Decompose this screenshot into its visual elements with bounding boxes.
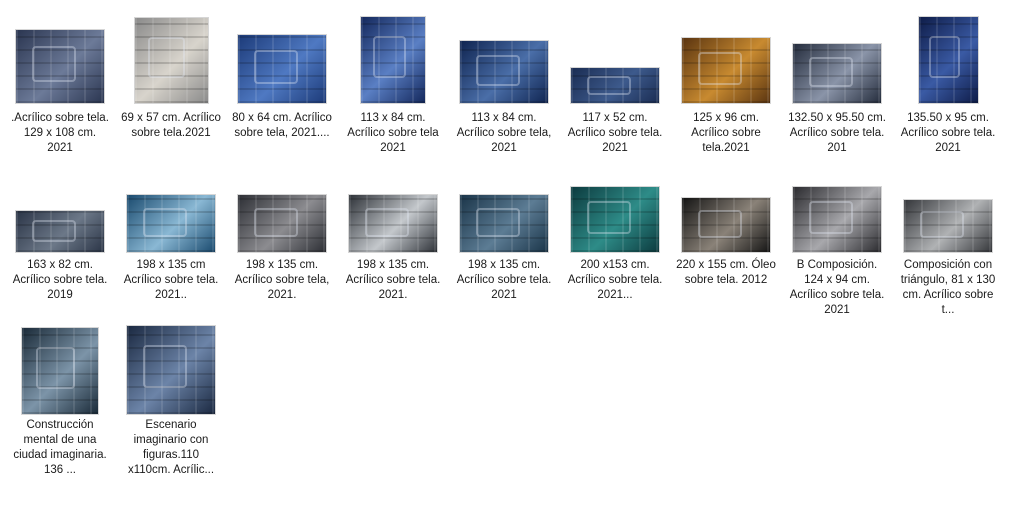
file-name-label: 198 x 135 cm Acrílico sobre tela. 2021.. bbox=[123, 259, 219, 301]
file-name-label: .Acrílico sobre tela. 129 x 108 cm. 2021 bbox=[11, 112, 109, 154]
file-name-label: 198 x 135 cm. Acrílico sobre tela. 2021 bbox=[456, 259, 552, 301]
painting-thumbnail-icon bbox=[459, 40, 549, 104]
painting-thumbnail-icon bbox=[792, 43, 882, 104]
file-name-label: Construcción mental de una ciudad imagin… bbox=[13, 419, 107, 476]
file-item[interactable]: Escenario imaginario con figuras.110 x11… bbox=[125, 322, 217, 476]
file-name-label: 125 x 96 cm. Acrílico sobre tela.2021 bbox=[691, 112, 761, 154]
file-name-label: 200 x153 cm. Acrílico sobre tela. 2021..… bbox=[567, 259, 663, 301]
painting-thumbnail-icon bbox=[360, 16, 426, 104]
file-item[interactable]: 113 x 84 cm. Acrílico sobre tela, 2021 bbox=[457, 12, 551, 162]
file-name-label: 113 x 84 cm. Acrílico sobre tela, 2021 bbox=[456, 112, 552, 154]
painting-thumbnail-icon bbox=[681, 37, 771, 104]
painting-thumbnail-icon bbox=[570, 186, 660, 253]
file-item[interactable]: .Acrílico sobre tela. 129 x 108 cm. 2021 bbox=[11, 12, 109, 162]
file-item[interactable]: 198 x 135 cm. Acrílico sobre tela. 2021 bbox=[457, 162, 551, 312]
file-item[interactable]: 135.50 x 95 cm. Acrílico sobre tela. 202… bbox=[901, 12, 995, 162]
file-item[interactable]: 69 x 57 cm. Acrílico sobre tela.2021 bbox=[121, 12, 221, 162]
file-item[interactable]: 117 x 52 cm. Acrílico sobre tela. 2021 bbox=[568, 12, 662, 162]
painting-thumbnail-icon bbox=[459, 194, 549, 253]
painting-thumbnail-icon bbox=[15, 29, 105, 104]
file-item[interactable]: 220 x 155 cm. Óleo sobre tela. 2012 bbox=[676, 162, 776, 312]
file-name-label: 163 x 82 cm. Acrílico sobre tela. 2019 bbox=[12, 259, 108, 301]
file-name-label: 117 x 52 cm. Acrílico sobre tela. 2021 bbox=[567, 112, 663, 154]
painting-thumbnail-icon bbox=[903, 199, 993, 253]
painting-thumbnail-icon bbox=[133, 17, 209, 104]
file-item[interactable]: B Composición. 124 x 94 cm. Acrílico sob… bbox=[790, 162, 884, 316]
painting-thumbnail-icon bbox=[348, 194, 438, 253]
file-name-label: 80 x 64 cm. Acrílico sobre tela, 2021...… bbox=[232, 112, 332, 139]
painting-thumbnail-icon bbox=[570, 67, 660, 104]
painting-thumbnail-icon bbox=[917, 16, 979, 104]
file-item[interactable]: 198 x 135 cm. Acrílico sobre tela, 2021. bbox=[235, 162, 329, 312]
file-name-label: Escenario imaginario con figuras.110 x11… bbox=[127, 419, 215, 476]
file-name-label: B Composición. 124 x 94 cm. Acrílico sob… bbox=[789, 259, 885, 316]
file-item[interactable]: Composición con triángulo, 81 x 130 cm. … bbox=[901, 162, 995, 316]
file-item[interactable]: 125 x 96 cm. Acrílico sobre tela.2021 bbox=[680, 12, 772, 162]
file-item[interactable]: 200 x153 cm. Acrílico sobre tela. 2021..… bbox=[568, 162, 662, 312]
file-item[interactable]: 198 x 135 cm. Acrílico sobre tela. 2021. bbox=[346, 162, 440, 312]
painting-thumbnail-icon bbox=[681, 197, 771, 253]
painting-thumbnail-icon bbox=[792, 186, 882, 253]
file-item[interactable]: Construcción mental de una ciudad imagin… bbox=[13, 322, 107, 476]
painting-thumbnail-icon bbox=[15, 210, 105, 253]
painting-thumbnail-icon bbox=[21, 327, 99, 415]
file-name-label: 132.50 x 95.50 cm. Acrílico sobre tela. … bbox=[788, 112, 886, 154]
file-item[interactable]: 80 x 64 cm. Acrílico sobre tela, 2021...… bbox=[232, 12, 332, 162]
file-name-label: 198 x 135 cm. Acrílico sobre tela, 2021. bbox=[234, 259, 330, 301]
painting-thumbnail-icon bbox=[237, 194, 327, 253]
file-name-label: 69 x 57 cm. Acrílico sobre tela.2021 bbox=[121, 112, 221, 139]
file-name-label: 220 x 155 cm. Óleo sobre tela. 2012 bbox=[676, 259, 776, 286]
painting-thumbnail-icon bbox=[237, 34, 327, 104]
file-name-label: 198 x 135 cm. Acrílico sobre tela. 2021. bbox=[345, 259, 441, 301]
painting-thumbnail-icon bbox=[126, 194, 216, 253]
file-item[interactable]: 198 x 135 cm Acrílico sobre tela. 2021.. bbox=[124, 162, 218, 312]
file-item[interactable]: 132.50 x 95.50 cm. Acrílico sobre tela. … bbox=[788, 12, 886, 162]
file-item[interactable]: 113 x 84 cm. Acrílico sobre tela 2021 bbox=[347, 12, 439, 162]
painting-thumbnail-icon bbox=[126, 325, 216, 415]
file-item[interactable]: 163 x 82 cm. Acrílico sobre tela. 2019 bbox=[13, 162, 107, 312]
file-name-label: Composición con triángulo, 81 x 130 cm. … bbox=[900, 259, 996, 316]
file-name-label: 135.50 x 95 cm. Acrílico sobre tela. 202… bbox=[900, 112, 996, 154]
file-name-label: 113 x 84 cm. Acrílico sobre tela 2021 bbox=[347, 112, 439, 154]
